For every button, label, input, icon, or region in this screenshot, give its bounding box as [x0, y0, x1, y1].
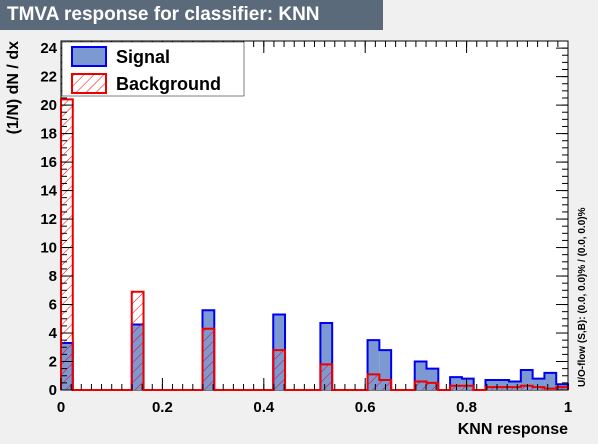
series-1-bar — [497, 387, 510, 390]
chart-title: TMVA response for classifier: KNN — [0, 0, 383, 30]
series-1-bar — [556, 387, 568, 390]
legend: Signal Background — [61, 41, 245, 97]
series-1-bar — [414, 381, 427, 390]
series-0-bar — [320, 323, 333, 390]
series-1-outline — [60, 98, 569, 391]
x-tick-label: 0.4 — [253, 399, 275, 416]
series-0-bar — [379, 350, 392, 390]
series-1-bar — [532, 387, 545, 390]
series-1-bar — [367, 374, 380, 390]
x-tick-label: 0.6 — [355, 399, 376, 416]
x-axis-title: KNN response — [458, 421, 568, 438]
y-tick-label: 12 — [40, 211, 57, 228]
x-tick-label: 0.2 — [152, 399, 173, 416]
y-axis-title: (1/N) dN / dx — [5, 41, 22, 134]
y-tick-label: 22 — [40, 69, 57, 86]
series-0-bar — [426, 368, 439, 390]
y-tick-label: 6 — [49, 297, 57, 314]
series-1-bar — [509, 387, 521, 390]
y-tick-label: 20 — [40, 97, 57, 114]
y-tick-label: 16 — [40, 154, 57, 171]
series-0-bar — [520, 370, 533, 390]
legend-signal-label: Signal — [116, 47, 170, 67]
series-1-bar — [485, 387, 498, 390]
legend-signal-swatch — [71, 46, 107, 67]
series-0-bar — [367, 340, 380, 390]
y-tick-label: 24 — [40, 40, 57, 57]
y-tick-label: 18 — [40, 126, 57, 143]
series-1-bar — [61, 99, 73, 390]
y-tick-label: 10 — [40, 240, 57, 257]
x-tick-label: 0 — [57, 399, 65, 416]
series-0-bar — [532, 378, 545, 390]
series-1-bar — [461, 385, 474, 390]
y-tick-label: 14 — [40, 183, 57, 200]
series-1-bar — [520, 385, 533, 390]
y-tick-label: 8 — [49, 268, 57, 285]
series-1-bar — [202, 328, 215, 390]
x-tick-label: 1 — [564, 399, 572, 416]
series-1-bar — [131, 291, 144, 390]
y-tick-label: 0 — [49, 382, 57, 399]
plot-frame — [60, 40, 569, 391]
series-0-bar — [497, 380, 510, 390]
series-1-bar — [273, 350, 286, 390]
legend-background-label: Background — [116, 74, 221, 94]
series-0-bar — [414, 361, 427, 390]
legend-background-swatch — [71, 73, 107, 94]
x-tick-label: 0.8 — [456, 399, 477, 416]
series-0-bar — [450, 377, 462, 390]
series-0-bar — [509, 381, 521, 390]
series-0-bar — [461, 378, 474, 390]
series-1-bar — [426, 382, 439, 390]
overflow-note: U/O-flow (S,B): (0.0, 0.0)% / (0.0, 0.0)… — [577, 207, 588, 387]
y-tick-label: 4 — [49, 325, 58, 342]
series-0-bar — [544, 372, 557, 390]
series-1-bar — [320, 364, 333, 390]
y-tick-label: 2 — [49, 354, 57, 371]
series-0-bar — [485, 380, 498, 390]
